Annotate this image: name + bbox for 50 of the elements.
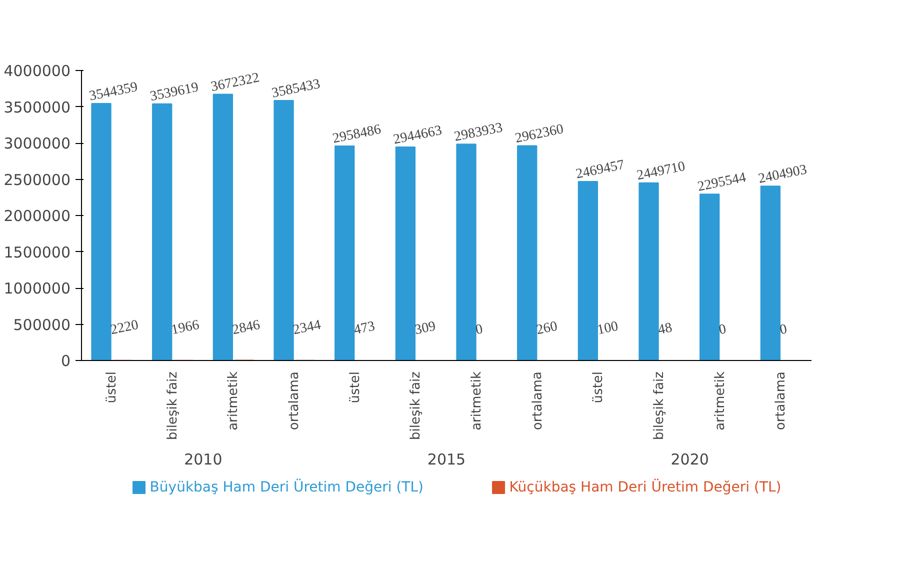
text: 2015 xyxy=(427,450,466,468)
x-tick-label: ortalama xyxy=(774,371,789,430)
data-label: 2983933 xyxy=(453,120,504,145)
text: 2010 xyxy=(184,450,222,468)
data-label: 3585433 xyxy=(270,76,322,102)
legend-label: Küçükbaş Ham Deri Üretim Değeri (TL) xyxy=(509,478,782,496)
y-tick-label: 4000000 xyxy=(4,62,71,80)
data-label: 0 xyxy=(474,322,484,338)
data-label: 2295544 xyxy=(696,170,748,195)
data-label: 48 xyxy=(656,320,674,338)
data-label: 2962360 xyxy=(514,122,565,147)
data-label: 0 xyxy=(718,322,728,338)
data-label: 260 xyxy=(535,319,559,338)
x-tick-label: aritmetik xyxy=(712,371,728,430)
data-label: 2958486 xyxy=(331,122,382,147)
y-tick-label: 1500000 xyxy=(4,243,71,262)
y-tick-label: 1000000 xyxy=(4,280,71,298)
x-tick-label: üstel xyxy=(348,371,363,404)
text: 2020 xyxy=(670,450,709,468)
x-tick-label: aritmetik xyxy=(469,371,484,430)
data-label: 3539619 xyxy=(148,80,200,105)
data-label: 2469457 xyxy=(574,158,626,182)
data-label: 2449710 xyxy=(636,159,687,184)
y-tick-label: 0 xyxy=(60,352,71,370)
data-label: 2344 xyxy=(292,318,322,338)
data-label: 0 xyxy=(778,322,788,338)
x-tick-label: bileşik faiz xyxy=(652,371,667,440)
y-tick-label: 2500000 xyxy=(4,170,71,189)
x-tick-label: üstel xyxy=(104,371,120,404)
x-tick-label: üstel xyxy=(591,371,606,404)
data-label: 473 xyxy=(352,319,376,338)
data-label: 1966 xyxy=(170,318,201,338)
data-label: 309 xyxy=(414,319,438,338)
x-tick-label: aritmetik xyxy=(226,371,242,430)
legend-label: Büyükbaş Ham Deri Üretim Değeri (TL) xyxy=(150,478,424,496)
x-tick-label: bileşik faiz xyxy=(408,371,424,440)
y-tick-label: 3500000 xyxy=(4,98,71,116)
data-label: 2404903 xyxy=(757,162,808,187)
x-tick-label: ortalama xyxy=(286,371,302,430)
x-tick-label: bileşik faiz xyxy=(165,371,180,440)
data-label: 2944663 xyxy=(392,123,444,148)
y-tick-label: 500000 xyxy=(13,316,71,334)
data-label: 2846 xyxy=(231,318,262,338)
y-tick-label: 3000000 xyxy=(4,134,71,152)
data-label: 100 xyxy=(596,319,620,338)
y-tick-label: 2000000 xyxy=(4,207,71,225)
data-label: 3544359 xyxy=(88,80,140,104)
data-label: 2220 xyxy=(109,318,140,338)
data-label: 3672322 xyxy=(210,70,261,96)
x-tick-label: ortalama xyxy=(530,371,546,430)
